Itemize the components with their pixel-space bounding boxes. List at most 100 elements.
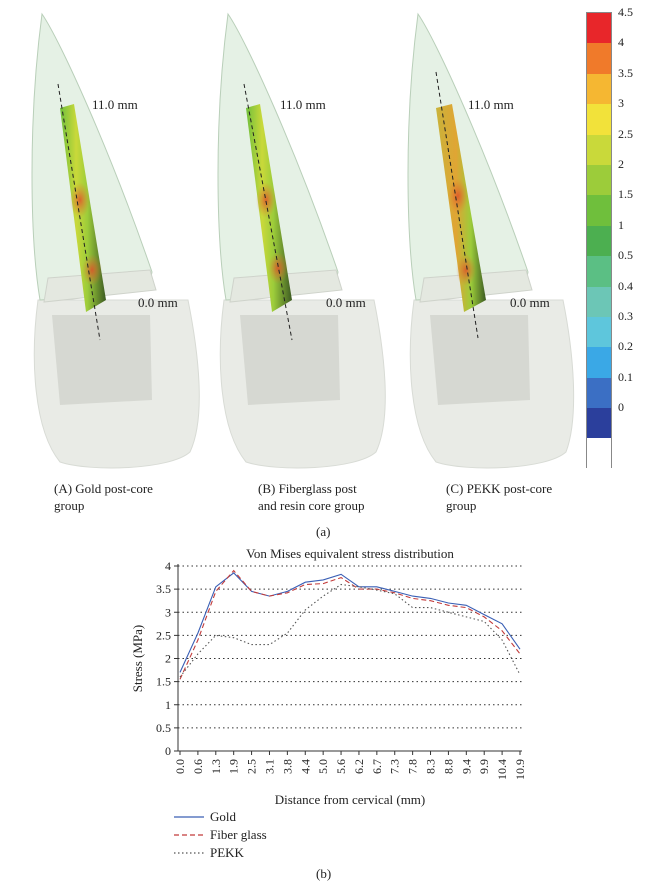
legend-label-gold: Gold — [210, 809, 236, 824]
x-tick-label: 0.0 — [173, 759, 187, 774]
scale-swatch — [587, 195, 611, 226]
x-tick-label: 10.4 — [495, 759, 509, 780]
scale-label: 0 — [618, 400, 624, 415]
x-tick-label: 8.8 — [441, 759, 455, 774]
tooth-b — [217, 12, 386, 469]
caption-c-line2: group — [446, 498, 477, 513]
tooth-a-bottom-label: 0.0 mm — [138, 295, 178, 310]
tooth-a — [31, 12, 200, 469]
scale-label: 0.5 — [618, 248, 633, 263]
y-tick-label: 0 — [165, 744, 171, 758]
caption-b-line1: (B) Fiberglass post — [258, 481, 357, 496]
scale-swatch — [587, 377, 611, 409]
scale-swatch — [587, 13, 611, 44]
scale-swatch — [587, 286, 611, 317]
y-tick-label: 4 — [165, 559, 171, 573]
figure-a: 11.0 mm 0.0 mm 11.0 mm 0.0 mm 11.0 mm 0.… — [31, 0, 648, 539]
x-tick-label: 3.1 — [262, 759, 276, 774]
panel-label-a: (a) — [316, 524, 331, 539]
caption-b-line2: and resin core group — [258, 498, 365, 513]
scale-swatch — [587, 347, 611, 378]
scale-label: 4.5 — [618, 5, 633, 19]
chart-legend: Gold Fiber glass PEKK — [174, 808, 267, 862]
series-line-pekk — [179, 583, 521, 678]
series-line-gold — [179, 572, 521, 673]
x-tick-label: 6.2 — [352, 759, 366, 774]
y-axis-label: Stress (MPa) — [130, 625, 145, 693]
tooth-b-bottom-label: 0.0 mm — [326, 295, 366, 310]
stress-hotspot — [256, 182, 276, 218]
tooth-c-bottom-label: 0.0 mm — [510, 295, 550, 310]
series-line-fiber-glass — [179, 569, 521, 680]
legend-swatch-solid — [174, 816, 204, 818]
legend-swatch-dashed — [174, 834, 204, 836]
scale-label: 4 — [618, 35, 624, 50]
stress-hotspot — [448, 178, 468, 214]
caption-c-line1: (C) PEKK post-core — [446, 481, 553, 496]
stress-hotspot — [456, 254, 476, 286]
tooth-c — [407, 12, 575, 469]
y-tick-label: 2 — [165, 652, 171, 666]
x-tick-label: 6.7 — [370, 759, 384, 774]
stress-hotspot — [268, 252, 288, 284]
y-tick-label: 0.5 — [156, 721, 171, 735]
x-tick-label: 9.9 — [477, 759, 491, 774]
scale-swatch — [587, 104, 611, 135]
tooth-b-top-label: 11.0 mm — [280, 97, 326, 112]
scale-label: 1 — [618, 217, 624, 232]
caption-b: (B) Fiberglass post and resin core group — [258, 480, 365, 514]
measure-axis — [243, 83, 293, 341]
legend-label-fiber-glass: Fiber glass — [210, 827, 267, 842]
tooth-models — [31, 12, 575, 469]
tooth-a-top-label: 11.0 mm — [92, 97, 138, 112]
x-tick-label: 4.4 — [298, 759, 312, 774]
scale-swatch — [587, 43, 611, 74]
x-tick-label: 2.5 — [245, 759, 259, 774]
scale-swatch — [587, 134, 611, 165]
scale-label: 0.2 — [618, 339, 633, 354]
legend-item-gold: Gold — [174, 808, 267, 826]
scale-swatch — [587, 256, 611, 287]
stress-line-chart: Von Mises equivalent stress distribution… — [130, 546, 527, 807]
scale-label: 0.1 — [618, 369, 633, 384]
scale-swatch — [587, 316, 611, 348]
y-tick-label: 1 — [165, 698, 171, 712]
caption-c: (C) PEKK post-core group — [446, 480, 552, 514]
stress-hotspot — [70, 182, 90, 218]
caption-a: (A) Gold post-core group — [54, 480, 153, 514]
x-tick-label: 1.9 — [227, 759, 241, 774]
x-axis-label: Distance from cervical (mm) — [275, 792, 426, 807]
core-block — [52, 315, 152, 405]
scale-swatch — [587, 438, 611, 469]
x-tick-label: 9.4 — [459, 759, 473, 774]
y-tick-label: 2.5 — [156, 628, 171, 642]
stress-color-scale — [586, 12, 612, 469]
x-tick-label: 7.3 — [388, 759, 402, 774]
scale-swatch — [587, 408, 611, 439]
scale-label: 3.5 — [618, 65, 633, 80]
y-tick-label: 3 — [165, 605, 171, 619]
x-tick-label: 7.8 — [406, 759, 420, 774]
caption-a-line1: (A) Gold post-core — [54, 481, 153, 496]
legend-item-pekk: PEKK — [174, 844, 267, 862]
chart-title: Von Mises equivalent stress distribution — [246, 546, 454, 561]
scale-label: 0.4 — [618, 278, 633, 293]
y-tick-label: 1.5 — [156, 675, 171, 689]
y-tick-label: 3.5 — [156, 582, 171, 596]
x-tick-label: 0.6 — [191, 759, 205, 774]
x-tick-label: 8.3 — [424, 759, 438, 774]
scale-label: 0.3 — [618, 309, 633, 323]
stress-hotspot — [82, 254, 102, 286]
scale-label: 1.5 — [618, 187, 633, 202]
x-tick-label: 5.0 — [316, 759, 330, 774]
x-tick-label: 5.6 — [334, 759, 348, 774]
caption-a-line2: group — [54, 498, 85, 513]
x-tick-label: 1.3 — [209, 759, 223, 774]
scale-swatch — [587, 225, 611, 257]
x-tick-label: 10.9 — [513, 759, 527, 780]
scale-swatch — [587, 73, 611, 105]
panel-label-b: (b) — [316, 866, 332, 881]
color-scale-labels: 4.5 4 3.5 3 2.5 2 1.5 1 0.5 0.4 0.3 0.2 0.1 0 — [618, 0, 648, 480]
tooth-c-top-label: 11.0 mm — [468, 97, 514, 112]
legend-item-fiber-glass: Fiber glass — [174, 826, 267, 844]
